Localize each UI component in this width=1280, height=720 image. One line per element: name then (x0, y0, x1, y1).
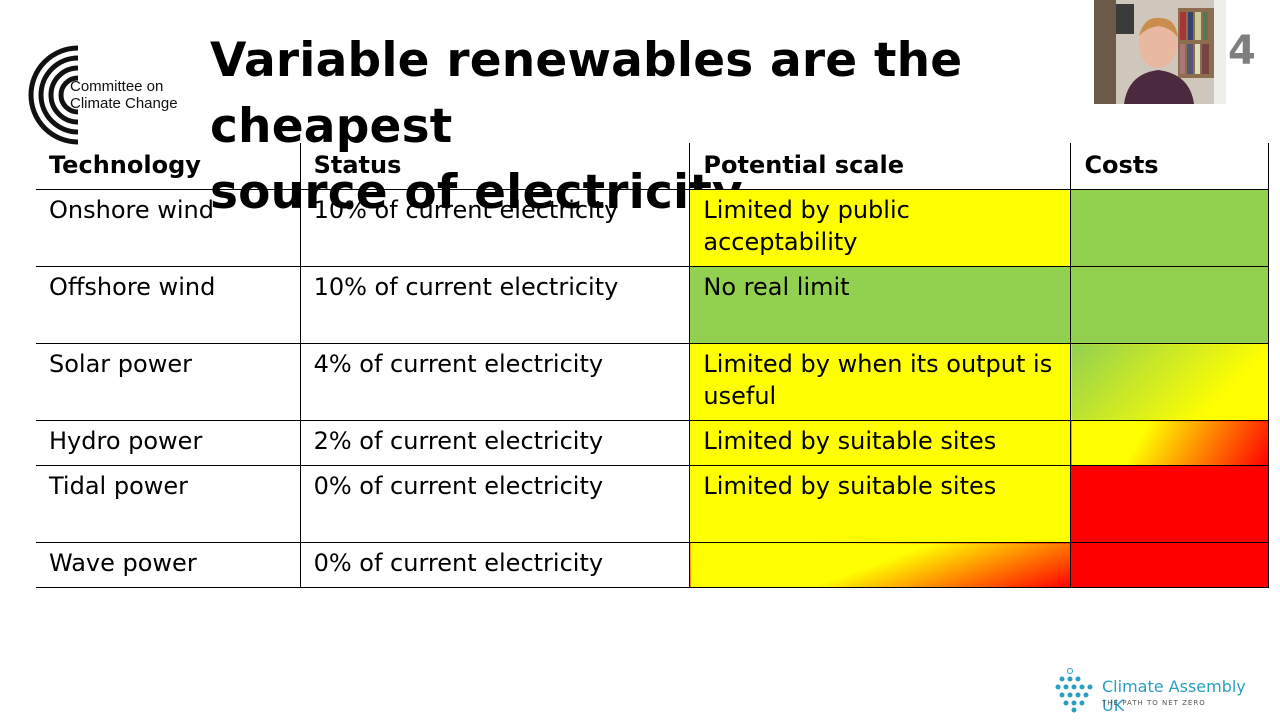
cell-cost-rating (1070, 420, 1269, 466)
header-technology: Technology (36, 143, 301, 190)
header-status: Status (300, 143, 691, 190)
cell-status: 0% of current electricity (300, 542, 691, 588)
cell-cost-rating (1070, 542, 1269, 588)
assembly-tagline: THE PATH TO NET ZERO (1102, 699, 1206, 707)
presenter-video-thumbnail (1094, 0, 1226, 104)
dot-cluster-icon (1055, 668, 1093, 713)
cell-status: 10% of current electricity (300, 189, 691, 267)
cell-cost-rating (1070, 266, 1269, 344)
cell-cost-rating (1070, 343, 1269, 421)
cell-cost-rating (1070, 465, 1269, 543)
cell-technology: Hydro power (36, 420, 301, 466)
technology-comparison-table: Technology Status Potential scale Costs … (36, 143, 1269, 588)
table-row: Wave power 0% of current electricity (36, 542, 1269, 588)
cell-technology: Offshore wind (36, 266, 301, 344)
table-row: Onshore wind 10% of current electricity … (36, 189, 1269, 267)
cell-technology: Tidal power (36, 465, 301, 543)
cell-technology: Solar power (36, 343, 301, 421)
cell-potential-scale: No real limit (689, 266, 1072, 344)
concentric-arcs-icon (28, 45, 79, 145)
cell-potential-scale: Limited by suitable sites (689, 420, 1072, 466)
cell-technology: Wave power (36, 542, 301, 588)
header-potential-scale: Potential scale (689, 143, 1072, 190)
cell-potential-scale: Limited by when its output is useful (689, 343, 1072, 421)
cell-status: 0% of current electricity (300, 465, 691, 543)
cell-cost-rating (1070, 189, 1269, 267)
cell-technology: Onshore wind (36, 189, 301, 267)
table-row: Tidal power 0% of current electricity Li… (36, 465, 1269, 543)
header-costs: Costs (1070, 143, 1269, 190)
cell-status: 10% of current electricity (300, 266, 691, 344)
slide-number: 4 (1228, 28, 1256, 74)
cell-status: 4% of current electricity (300, 343, 691, 421)
ccc-logo: Committee on Climate Change (26, 42, 201, 148)
assembly-name: Climate Assembly UK (1102, 677, 1246, 715)
table-header-row: Technology Status Potential scale Costs (36, 143, 1269, 190)
table-row: Offshore wind 10% of current electricity… (36, 266, 1269, 344)
cell-potential-scale: Limited by suitable sites (689, 465, 1072, 543)
presenter-icon (1094, 0, 1226, 104)
logo-text: Committee on Climate Change (70, 78, 178, 112)
table-row: Hydro power 2% of current electricity Li… (36, 420, 1269, 466)
title-line-1: Variable renewables are the cheapest (210, 33, 963, 154)
climate-assembly-logo: Climate Assembly UK THE PATH TO NET ZERO (1054, 667, 1270, 715)
cell-status: 2% of current electricity (300, 420, 691, 466)
table-row: Solar power 4% of current electricity Li… (36, 343, 1269, 421)
cell-potential-scale (689, 542, 1072, 588)
cell-potential-scale: Limited by public acceptability (689, 189, 1072, 267)
